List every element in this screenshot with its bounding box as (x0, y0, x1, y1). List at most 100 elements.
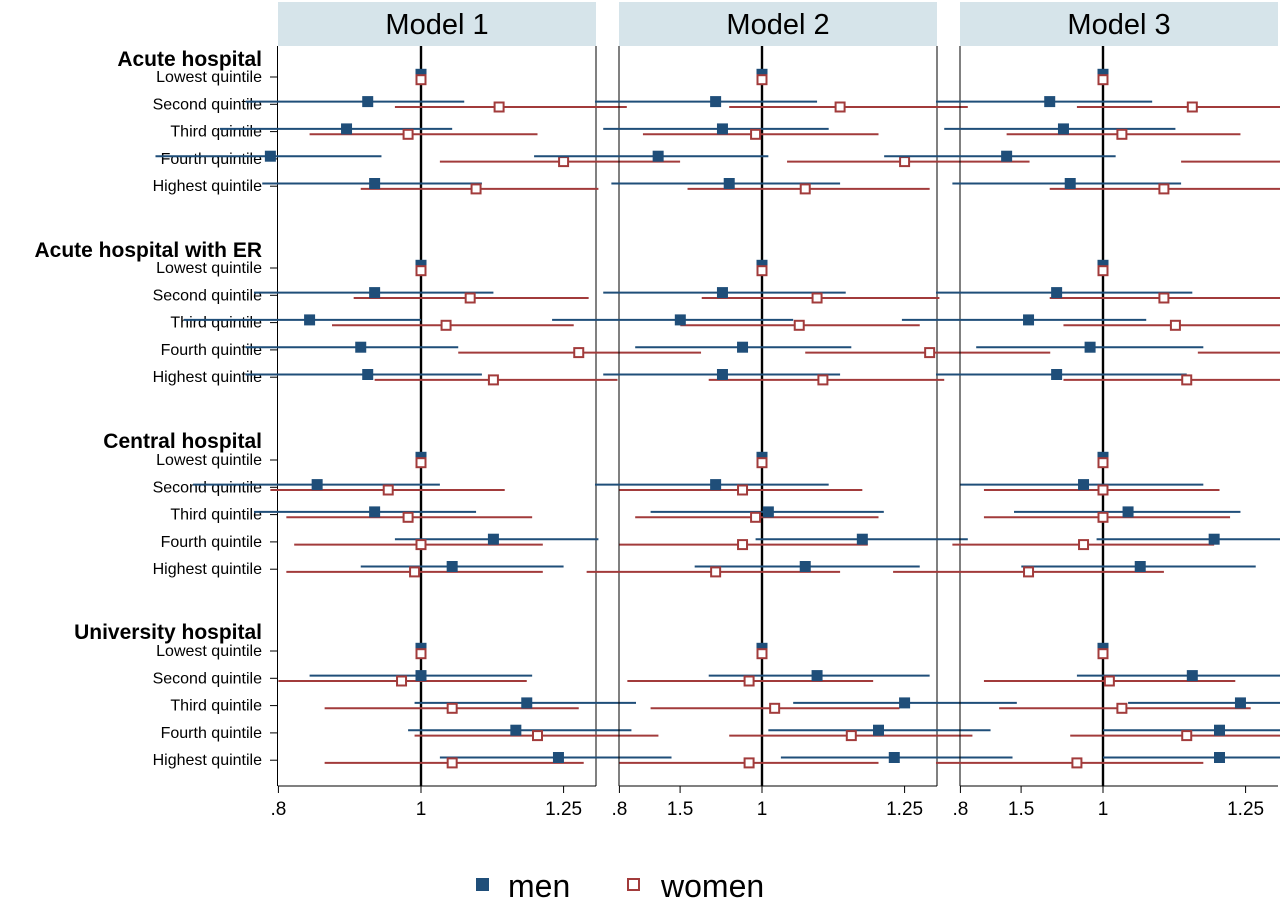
group-title: Acute hospital (117, 48, 262, 71)
row-label: Fourth quintile (161, 342, 262, 359)
men-marker (355, 341, 367, 353)
men-marker (811, 670, 823, 682)
women-marker (737, 539, 749, 551)
women-marker (1097, 74, 1109, 86)
men-marker (304, 314, 316, 326)
women-marker (834, 101, 846, 113)
men-marker (723, 178, 735, 189)
men-marker (552, 752, 564, 763)
panel-header (619, 2, 937, 46)
men-marker (1214, 724, 1226, 736)
men-marker (446, 561, 458, 572)
men-marker (873, 724, 885, 736)
men-marker (487, 533, 499, 545)
women-marker (415, 457, 427, 469)
women-marker (924, 347, 936, 359)
row-label: Highest quintile (153, 369, 263, 386)
men-marker (362, 369, 374, 380)
women-marker (793, 319, 805, 331)
men-marker (341, 123, 353, 135)
men-marker (737, 341, 749, 353)
women-marker (415, 648, 427, 660)
men-marker (716, 123, 728, 135)
panel-header (960, 2, 1278, 46)
women-marker (1186, 101, 1198, 113)
men-marker (716, 369, 728, 380)
x-tick-label: .8 (270, 799, 286, 820)
x-tick-label: 1 (416, 799, 427, 820)
women-marker (1097, 511, 1109, 523)
men-marker (762, 506, 774, 518)
group-title: Acute hospital with ER (34, 239, 262, 262)
row-label: Highest quintile (153, 752, 263, 769)
women-marker (817, 374, 829, 386)
row-label: Second quintile (153, 96, 263, 113)
panel-title: Model 3 (1067, 9, 1170, 41)
men-marker (1057, 123, 1069, 135)
row-label: Fourth quintile (161, 151, 262, 168)
x-tick-label: 1 (757, 799, 768, 820)
women-marker (750, 511, 762, 523)
men-marker (311, 479, 323, 491)
men-marker (510, 724, 522, 736)
women-marker (756, 457, 768, 469)
women-marker (532, 730, 544, 742)
men-marker (1044, 96, 1056, 108)
men-marker (369, 287, 381, 299)
women-marker (1097, 648, 1109, 660)
women-marker (1103, 675, 1115, 687)
x-tick-label: 1 (1098, 799, 1109, 820)
women-marker (750, 128, 762, 140)
women-marker (1116, 702, 1128, 714)
women-marker (402, 128, 414, 140)
women-marker (415, 265, 427, 277)
women-marker (464, 292, 476, 304)
row-label: Third quintile (170, 698, 262, 715)
x-tick-label: 1.25 (886, 799, 923, 820)
men-marker (799, 561, 811, 572)
men-marker (899, 697, 911, 709)
women-marker (845, 730, 857, 742)
women-marker (1181, 730, 1193, 742)
women-marker (811, 292, 823, 304)
women-marker (409, 566, 421, 578)
women-marker (493, 101, 505, 113)
men-marker (1023, 314, 1035, 326)
row-label: Lowest quintile (156, 69, 262, 86)
women-marker (756, 265, 768, 277)
men-marker (1122, 506, 1134, 518)
women-marker (1181, 374, 1193, 386)
panel-title: Model 2 (726, 9, 829, 41)
men-marker (1078, 479, 1090, 491)
women-marker (446, 702, 458, 714)
panel-title: Model 1 (385, 9, 488, 41)
men-marker (369, 178, 381, 189)
women-marker (415, 539, 427, 551)
x-tick-label: 1.25 (1227, 799, 1264, 820)
men-marker (1051, 369, 1063, 380)
group-title: University hospital (74, 621, 262, 644)
x-tick-label: .8 (952, 799, 968, 820)
men-marker (264, 150, 276, 162)
men-marker (716, 287, 728, 299)
women-marker (1097, 457, 1109, 469)
x-tick-label: 1.5 (667, 799, 693, 820)
women-marker (1097, 265, 1109, 277)
row-label: Lowest quintile (156, 643, 262, 660)
men-marker (652, 150, 664, 162)
row-label: Second quintile (153, 479, 263, 496)
men-marker (710, 479, 722, 491)
women-marker (1158, 292, 1170, 304)
women-marker (1071, 757, 1083, 769)
men-marker (1051, 287, 1063, 299)
men-marker (1214, 752, 1226, 763)
women-marker (446, 757, 458, 769)
men-marker (1064, 178, 1076, 189)
men-marker (856, 533, 868, 545)
women-marker (402, 511, 414, 523)
row-label: Third quintile (170, 124, 262, 141)
row-label: Highest quintile (153, 561, 263, 578)
men-marker (521, 697, 533, 709)
women-marker (710, 566, 722, 578)
